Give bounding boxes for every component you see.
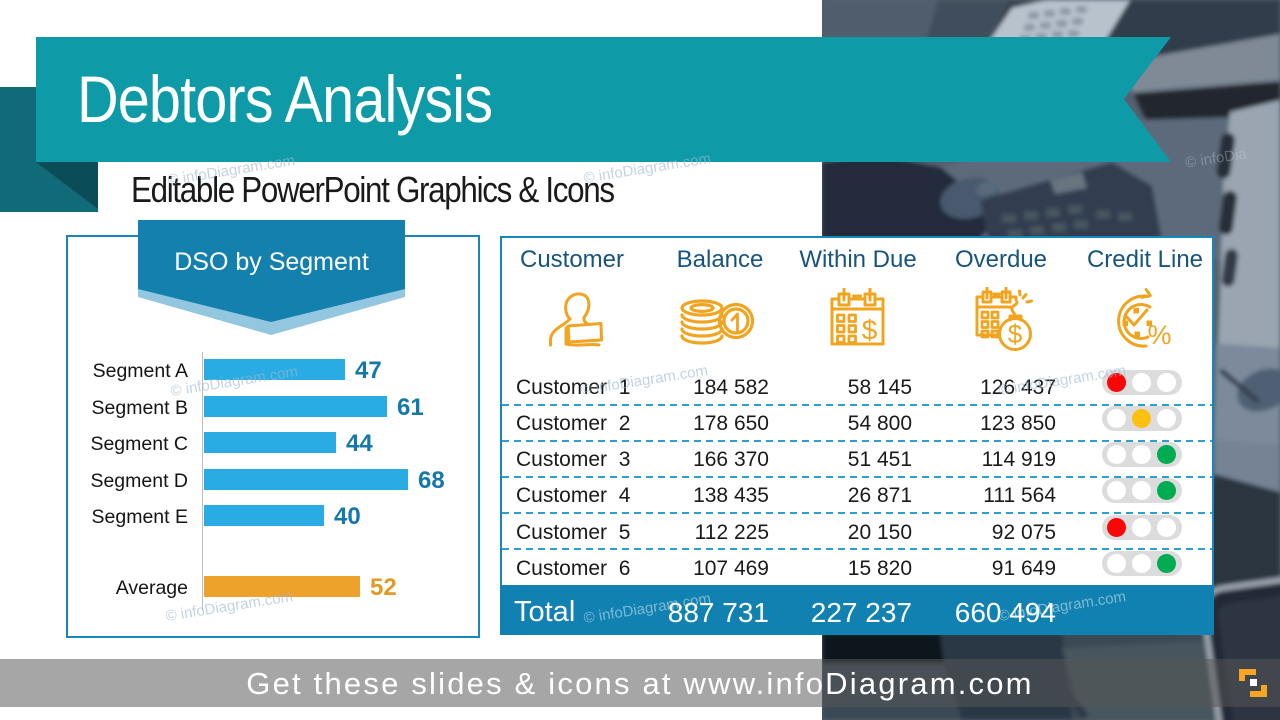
svg-text:%: % [1147, 320, 1171, 350]
svg-text:$: $ [1008, 319, 1023, 349]
svg-text:$: $ [862, 315, 878, 346]
